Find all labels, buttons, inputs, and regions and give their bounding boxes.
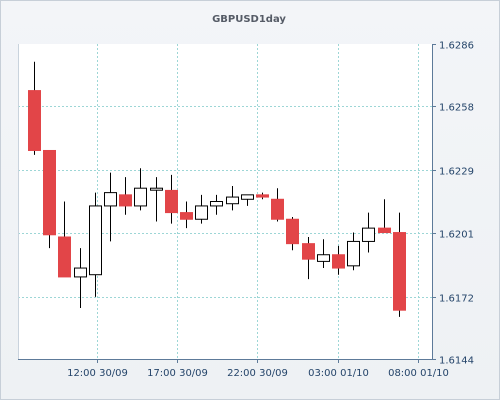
candle-body-down	[393, 232, 406, 311]
candle-body-up	[241, 194, 254, 200]
plot-area	[18, 44, 432, 359]
y-tick-label: 1.6286	[439, 41, 474, 52]
candle-body-up	[74, 267, 87, 278]
candle	[317, 239, 330, 269]
candle-body-down	[119, 194, 132, 207]
candle-body-down	[165, 189, 178, 214]
candle-body-down	[378, 227, 391, 234]
candle	[241, 194, 254, 206]
candle	[256, 192, 269, 200]
candle	[393, 212, 406, 317]
candle	[378, 199, 391, 234]
candle-body-down	[286, 218, 299, 245]
candle-body-down	[332, 254, 345, 269]
y-tick-label: 1.6229	[439, 167, 474, 178]
candle	[362, 212, 375, 253]
candle-body-up	[210, 201, 223, 207]
candle	[286, 217, 299, 251]
x-tick-label: 12:00 30/09	[67, 368, 128, 379]
candle-body-up	[347, 240, 360, 267]
candle-body-down	[28, 90, 41, 151]
candle	[347, 232, 360, 271]
candle	[119, 177, 132, 215]
y-tick-label: 1.6201	[439, 230, 474, 241]
candle	[180, 201, 193, 229]
candle-body-down	[180, 212, 193, 220]
candle	[271, 188, 284, 222]
candle-body-down	[256, 194, 269, 198]
candle	[134, 168, 147, 211]
candle	[210, 194, 223, 215]
candle-body-up	[226, 196, 239, 205]
candle-body-up	[89, 205, 102, 276]
candle	[58, 201, 71, 278]
candle	[89, 192, 102, 297]
x-tick-label: 17:00 30/09	[147, 368, 208, 379]
candle-body-up	[104, 192, 117, 207]
x-tick-label: 03:00 01/10	[308, 368, 369, 379]
candle	[43, 149, 56, 249]
candles	[28, 61, 406, 317]
tick-labels: 1.6144 1.6172 1.6201 1.6229 1.6258 1.6286 12:0…	[67, 41, 474, 380]
axes	[18, 44, 436, 363]
candle	[165, 174, 178, 224]
candle-body-up	[195, 205, 208, 220]
y-tick-label: 1.6172	[439, 294, 474, 305]
candle	[302, 236, 315, 280]
candle-body-up	[317, 254, 330, 262]
candle	[104, 172, 117, 242]
candle	[195, 194, 208, 224]
y-tick-label: 1.6258	[439, 103, 474, 114]
candle	[74, 248, 87, 308]
x-tick-label: 08:00 01/10	[388, 368, 449, 379]
x-tick-label: 22:00 30/09	[227, 368, 288, 379]
candle-body-down	[302, 243, 315, 260]
candle	[332, 245, 345, 275]
candle	[150, 177, 163, 222]
y-tick-label: 1.6144	[439, 356, 474, 367]
candle-body-up	[134, 187, 147, 207]
candle-body-up	[150, 187, 163, 191]
candle-body-up	[362, 227, 375, 242]
candle	[28, 61, 41, 155]
chart-title: GBPUSD1day	[212, 14, 286, 25]
candle-body-down	[58, 236, 71, 278]
candle-body-down	[43, 149, 56, 236]
candle	[226, 185, 239, 211]
candle-body-down	[271, 198, 284, 220]
